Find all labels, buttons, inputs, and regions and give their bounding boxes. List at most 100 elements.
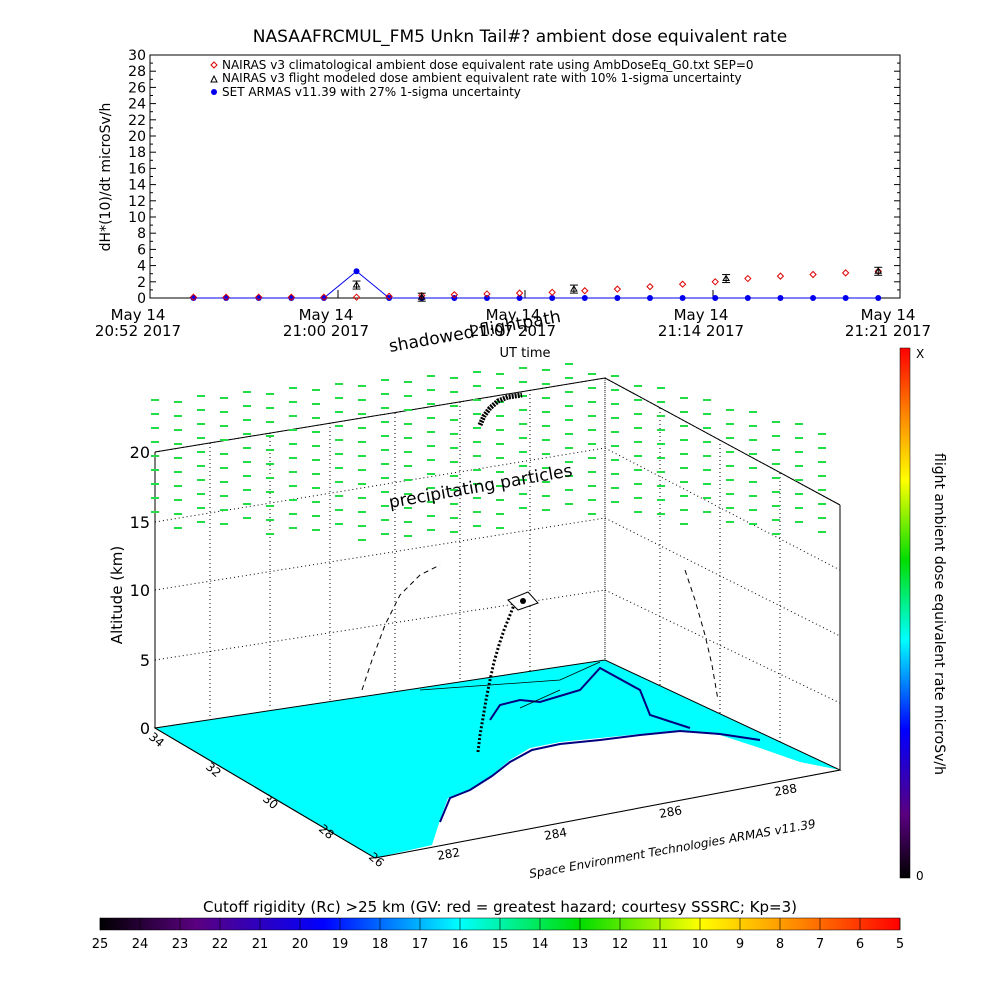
x-tick-label-time: 21:14 2017 bbox=[658, 322, 744, 340]
altitude-tick-label: 20 bbox=[130, 443, 150, 462]
y-tick-label: 22 bbox=[128, 113, 146, 129]
bottom-colorbar-tick-label: 14 bbox=[532, 937, 549, 952]
x-tick-label-date: May 14 bbox=[486, 306, 541, 324]
climatological-point bbox=[254, 293, 263, 301]
legend-item-modeled: NAIRAS v3 flight modeled dose ambient eq… bbox=[222, 71, 742, 85]
armas-series-line bbox=[193, 270, 879, 299]
longitude-tick-label: 284 bbox=[543, 825, 568, 843]
climatological-point bbox=[841, 269, 850, 277]
bottom-colorbar-tick-label: 11 bbox=[652, 937, 669, 952]
modeled-point bbox=[352, 281, 361, 288]
bottom-colorbar-tick-label: 15 bbox=[492, 937, 509, 952]
armas-point bbox=[483, 295, 490, 301]
annotation-precipitating-particles: precipitating particles bbox=[387, 461, 574, 513]
y-tick-label: 2 bbox=[137, 275, 146, 291]
y-tick-label: 0 bbox=[137, 291, 146, 307]
bottom-colorbar-tick-label: 20 bbox=[292, 937, 309, 952]
y-tick-label: 8 bbox=[137, 226, 146, 242]
modeled-point bbox=[722, 274, 730, 282]
chart-title: NASAAFRCMUL_FM5 Unkn Tail#? ambient dose… bbox=[253, 27, 787, 47]
legend-diamond-icon bbox=[210, 61, 218, 69]
armas-point bbox=[647, 295, 653, 301]
y-tick-label: 26 bbox=[128, 80, 146, 96]
armas-point bbox=[712, 295, 719, 301]
climatological-point bbox=[646, 282, 654, 291]
armas-point bbox=[320, 295, 327, 301]
altitude-tick-label: 5 bbox=[140, 651, 150, 670]
bottom-colorbar: Cutoff rigidity (Rc) >25 km (GV: red = g… bbox=[92, 898, 904, 952]
climatological-point bbox=[711, 278, 719, 286]
x-tick-label-time: 21:21 2017 bbox=[845, 322, 931, 340]
top-x-axis-label: UT time bbox=[500, 346, 551, 361]
y-tick-label: 12 bbox=[128, 194, 146, 210]
armas-point bbox=[679, 295, 686, 301]
armas-point bbox=[777, 295, 784, 301]
armas-point bbox=[581, 295, 588, 301]
bottom-colorbar-tick-label: 25 bbox=[92, 937, 109, 952]
right-colorbar-label: flight ambient dose equivalent rate micr… bbox=[931, 453, 947, 775]
bottom-colorbar-tick-label: 23 bbox=[172, 937, 189, 952]
y-tick-label: 24 bbox=[128, 97, 146, 113]
bottom-colorbar-tick-label: 22 bbox=[212, 937, 229, 952]
climatological-point bbox=[352, 293, 361, 301]
map-border bbox=[419, 661, 601, 709]
climatological-point bbox=[613, 285, 622, 293]
top-y-axis-label: dH*(10)/dt microSv/h bbox=[98, 103, 114, 252]
armas-point bbox=[288, 295, 295, 301]
bottom-colorbar-tick-label: 9 bbox=[736, 937, 744, 952]
longitude-tick-label: 282 bbox=[436, 845, 461, 863]
y-tick-label: 30 bbox=[128, 48, 146, 64]
x-tick-label-date: May 14 bbox=[861, 306, 916, 324]
armas-point bbox=[386, 295, 393, 301]
longitude-tick-label: 286 bbox=[658, 803, 683, 821]
climatological-point bbox=[385, 292, 393, 301]
precipitating-particles-field bbox=[151, 363, 826, 541]
legend-item-armas: SET ARMAS v11.39 with 27% 1-sigma uncert… bbox=[222, 85, 521, 99]
bottom-colorbar-tick-label: 6 bbox=[856, 937, 864, 952]
modeled-point bbox=[874, 267, 883, 274]
legend-triangle-icon bbox=[210, 74, 218, 83]
climatological-point bbox=[222, 293, 230, 301]
right-colorbar: X 0 flight ambient dose equivalent rate … bbox=[899, 347, 947, 883]
right-colorbar-bottom-label: 0 bbox=[916, 869, 924, 883]
x-tick-label-date: May 14 bbox=[674, 306, 729, 324]
bottom-colorbar-tick-label: 17 bbox=[412, 937, 429, 952]
climatological-point bbox=[320, 293, 328, 301]
climatological-point bbox=[450, 291, 459, 299]
climatological-point bbox=[744, 274, 752, 283]
bottom-colorbar-tick-label: 21 bbox=[252, 937, 269, 952]
climatological-point bbox=[678, 280, 687, 288]
map-land-area bbox=[375, 730, 840, 858]
bottom-colorbar-tick-label: 19 bbox=[332, 937, 349, 952]
y-tick-label: 10 bbox=[128, 210, 146, 226]
y-tick-label: 6 bbox=[137, 242, 146, 258]
climatological-point bbox=[581, 287, 589, 295]
shadow-flight-track bbox=[477, 392, 523, 427]
bottom-colorbar-label: Cutoff rigidity (Rc) >25 km (GV: red = g… bbox=[203, 898, 797, 916]
bottom-colorbar-tick-label: 16 bbox=[452, 937, 469, 952]
armas-point bbox=[223, 295, 230, 301]
armas-point bbox=[810, 295, 817, 301]
armas-point bbox=[744, 295, 751, 301]
y-tick-label: 16 bbox=[128, 161, 146, 177]
altitude-grid bbox=[154, 390, 841, 744]
altitude-tick-label: 15 bbox=[130, 513, 150, 532]
bottom-colorbar-ticks: 25 24 23 22 21 20 19 18 17 16 15 14 13 12 11 10 9 8 7 6 5 bbox=[92, 918, 904, 952]
bottom-colorbar-tick-label: 10 bbox=[692, 937, 709, 952]
right-colorbar-top-label: X bbox=[916, 347, 924, 361]
bottom-colorbar-tick-label: 8 bbox=[776, 937, 784, 952]
bottom-colorbar-tick-label: 18 bbox=[372, 937, 389, 952]
bottom-colorbar-tick-label: 13 bbox=[572, 937, 589, 952]
climatological-point bbox=[483, 290, 491, 298]
y-tick-label: 14 bbox=[128, 178, 146, 194]
flight-path bbox=[361, 392, 719, 753]
x-tick-label-time: 20:52 2017 bbox=[95, 322, 181, 340]
x-tick-label-time: 21:07 2017 bbox=[470, 322, 556, 340]
flight-projection-right bbox=[684, 569, 719, 701]
armas-point bbox=[255, 295, 262, 301]
armas-point bbox=[614, 295, 621, 301]
